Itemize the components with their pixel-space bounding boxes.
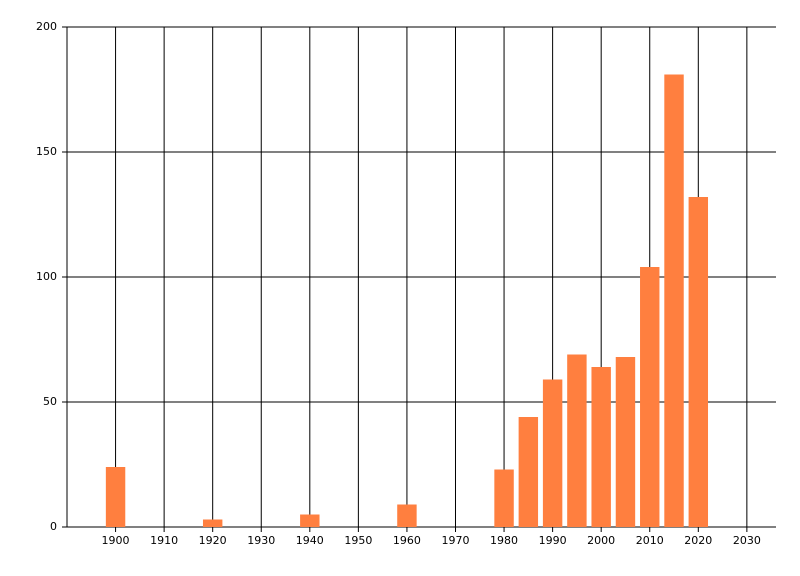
bar xyxy=(591,367,611,527)
x-tick-label: 1910 xyxy=(150,534,178,547)
bar xyxy=(542,379,563,527)
bar xyxy=(397,504,417,527)
x-tick-label: 1970 xyxy=(441,534,469,547)
x-tick-label: 1940 xyxy=(296,534,324,547)
bar xyxy=(688,197,709,527)
y-tick-label: 100 xyxy=(36,270,57,283)
y-tick-label: 0 xyxy=(50,520,57,533)
x-tick-label: 1960 xyxy=(393,534,421,547)
x-tick-label: 1920 xyxy=(199,534,227,547)
bar xyxy=(105,467,126,527)
bar xyxy=(615,357,636,527)
x-tick-label: 1930 xyxy=(247,534,275,547)
y-tick-label: 50 xyxy=(43,395,57,408)
bar xyxy=(567,354,587,527)
x-tick-label: 1900 xyxy=(102,534,130,547)
bar xyxy=(202,519,223,527)
x-tick-label: 1950 xyxy=(344,534,372,547)
y-tick-label: 150 xyxy=(36,145,57,158)
x-tick-label: 1990 xyxy=(539,534,567,547)
x-tick-label: 2030 xyxy=(733,534,761,547)
bar xyxy=(300,514,320,527)
x-tick-label: 2010 xyxy=(636,534,664,547)
x-tick-label: 2020 xyxy=(684,534,712,547)
bar xyxy=(518,417,539,527)
x-tick-label: 1980 xyxy=(490,534,518,547)
bar xyxy=(494,469,514,527)
bar xyxy=(640,267,660,527)
y-tick-label: 200 xyxy=(36,20,57,33)
bar xyxy=(664,74,684,527)
x-tick-label: 2000 xyxy=(587,534,615,547)
